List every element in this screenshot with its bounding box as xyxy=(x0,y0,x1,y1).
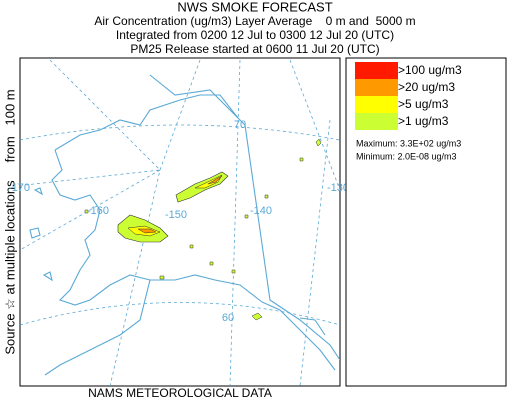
graticule-label: -150 xyxy=(165,209,187,221)
legend-minimum: Minimum: 2.0E-08 ug/m3 xyxy=(356,151,457,161)
graticule-label: -140 xyxy=(250,205,272,217)
footer: NAMS METEOROLOGICAL DATA xyxy=(88,386,272,400)
smoke-plume xyxy=(207,175,223,185)
legend-swatch xyxy=(355,79,398,96)
legend-label: >1 ug/m3 xyxy=(398,114,449,128)
coastline xyxy=(261,301,336,371)
graticule-label: -160 xyxy=(87,205,109,217)
graticule-label: -170 xyxy=(8,182,30,194)
border xyxy=(149,74,340,361)
graticule xyxy=(20,169,161,251)
subtitle: Integrated from 0200 12 Jul to 0300 12 J… xyxy=(116,28,394,42)
graticule xyxy=(20,302,340,326)
side-label: Source ☆ at multiple locations from 100 … xyxy=(2,89,17,354)
graticule xyxy=(49,59,161,171)
graticule xyxy=(299,119,331,386)
legend-label: >5 ug/m3 xyxy=(398,97,449,111)
graticule xyxy=(109,59,201,386)
legend-label: >20 ug/m3 xyxy=(398,80,455,94)
legend-swatch xyxy=(355,113,398,130)
subtitle: Air Concentration (ug/m3) Layer Average … xyxy=(94,14,415,28)
legend-swatch xyxy=(355,62,398,79)
subtitle: PM25 Release started at 0600 11 Jul 20 (… xyxy=(130,42,379,56)
title: NWS SMOKE FORECAST xyxy=(177,0,332,14)
legend-swatch xyxy=(355,96,398,113)
smoke-plume xyxy=(137,228,157,234)
graticule xyxy=(20,124,340,141)
map: 70 -170 -160 -150 -140 -130 60 xyxy=(8,57,349,387)
graticule-label: 70 xyxy=(234,119,246,131)
graticule-label: -130 xyxy=(327,182,349,194)
smoke-spot xyxy=(84,138,322,321)
legend-maximum: Maximum: 3.3E+02 ug/m3 xyxy=(356,138,461,148)
graticule xyxy=(229,59,241,386)
graticule-label: 60 xyxy=(222,312,234,324)
legend-label: >100 ug/m3 xyxy=(398,63,462,77)
coastline xyxy=(44,94,263,376)
legend: >100 ug/m3 >20 ug/m3 >5 ug/m3 >1 ug/m3 xyxy=(355,62,462,130)
graticule xyxy=(289,59,340,191)
island xyxy=(29,187,53,282)
map-frame xyxy=(19,57,341,387)
